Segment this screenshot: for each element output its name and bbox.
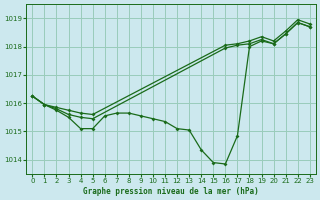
- X-axis label: Graphe pression niveau de la mer (hPa): Graphe pression niveau de la mer (hPa): [83, 187, 259, 196]
